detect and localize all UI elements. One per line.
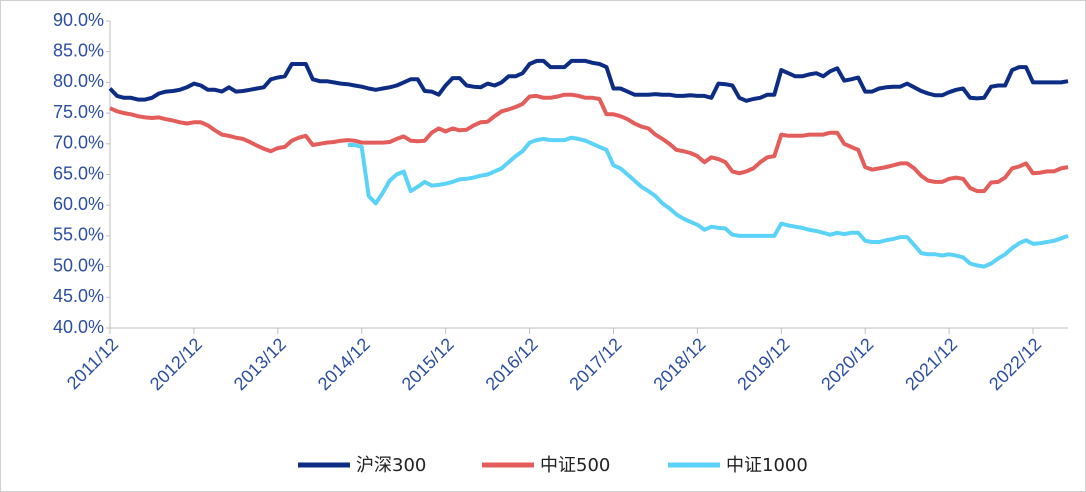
y-tick-label: 75.0%	[53, 102, 104, 122]
y-tick-label: 45.0%	[53, 286, 104, 306]
y-tick-label: 70.0%	[53, 133, 104, 153]
y-tick-label: 55.0%	[53, 225, 104, 245]
legend-label: 中证1000	[726, 455, 808, 476]
series-line	[109, 92, 1069, 194]
y-tick-label: 50.0%	[53, 255, 104, 275]
y-tick-label: 80.0%	[53, 71, 104, 91]
y-tick-label: 40.0%	[53, 317, 104, 337]
legend-label: 中证500	[540, 455, 610, 476]
y-tick-label: 85.0%	[53, 40, 104, 60]
y-tick-label: 60.0%	[53, 194, 104, 214]
y-tick-label: 65.0%	[53, 163, 104, 183]
series-line	[108, 58, 1069, 103]
series-line	[347, 135, 1069, 269]
legend-label: 沪深300	[356, 455, 426, 476]
y-tick-label: 90.0%	[53, 10, 104, 30]
